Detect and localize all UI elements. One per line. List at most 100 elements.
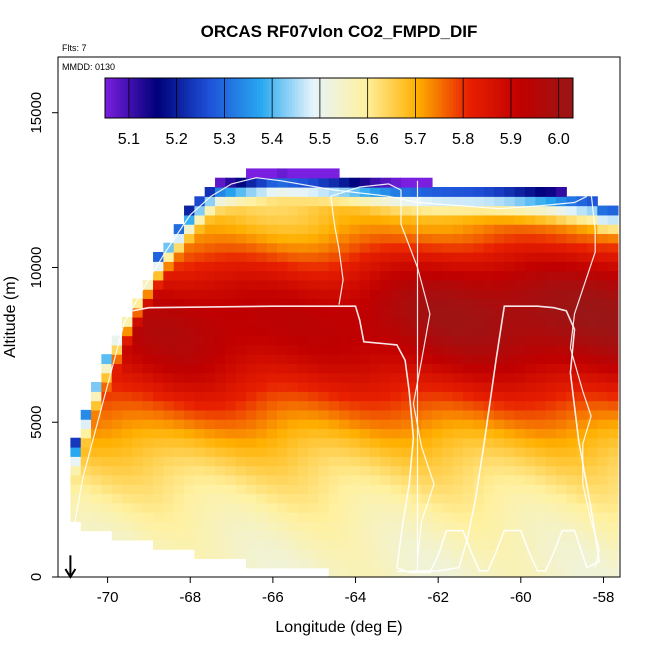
- field-cell: [504, 252, 516, 262]
- field-cell: [473, 456, 485, 467]
- field-cell: [215, 428, 226, 439]
- field-cell: [122, 530, 133, 541]
- field-cell: [308, 168, 319, 179]
- field-cell: [514, 493, 526, 504]
- field-cell: [184, 428, 195, 439]
- field-cell: [318, 409, 330, 420]
- colorbar-swatch: [125, 78, 129, 118]
- field-cell: [277, 521, 288, 532]
- field-cell: [153, 317, 164, 327]
- field-cell: [194, 298, 206, 309]
- field-cell: [287, 289, 299, 300]
- field-cell: [101, 363, 113, 374]
- field-cell: [359, 252, 371, 262]
- field-cell: [535, 307, 547, 318]
- field-cell: [504, 567, 516, 578]
- field-cell: [452, 335, 464, 346]
- field-cell: [442, 187, 454, 197]
- field-cell: [607, 326, 619, 337]
- field-cell: [204, 224, 216, 235]
- field-cell: [266, 233, 278, 244]
- field-cell: [535, 474, 547, 485]
- field-cell: [132, 372, 144, 383]
- field-cell: [473, 270, 485, 281]
- field-cell: [462, 317, 474, 327]
- field-cell: [442, 512, 454, 522]
- field-cell: [153, 437, 164, 448]
- field-cell: [390, 224, 402, 235]
- colorbar-swatch: [479, 78, 483, 118]
- field-cell: [111, 530, 123, 541]
- field-cell: [359, 465, 371, 476]
- field-cell: [576, 447, 588, 457]
- field-cell: [380, 391, 392, 402]
- field-cell: [607, 539, 619, 550]
- field-cell: [225, 382, 237, 392]
- field-cell: [390, 214, 402, 225]
- field-cell: [173, 363, 185, 374]
- field-cell: [204, 484, 216, 495]
- field-cell: [163, 502, 175, 513]
- field-cell: [277, 512, 288, 522]
- field-cell: [80, 493, 92, 504]
- field-cell: [400, 196, 412, 207]
- field-cell: [473, 214, 485, 225]
- field-cell: [400, 354, 412, 365]
- field-cell: [194, 382, 206, 392]
- field-cell: [111, 400, 123, 411]
- field-cell: [359, 391, 371, 402]
- field-cell: [359, 428, 371, 439]
- field-cell: [566, 428, 578, 439]
- colorbar-swatch: [295, 78, 299, 118]
- colorbar-swatch: [140, 78, 144, 118]
- field-cell: [607, 344, 619, 355]
- field-cell: [349, 289, 361, 300]
- field-cell: [483, 233, 495, 244]
- field-cell: [215, 326, 226, 337]
- colorbar-swatch: [336, 78, 340, 118]
- field-cell: [122, 456, 133, 467]
- colorbar-swatch: [134, 78, 138, 118]
- field-cell: [597, 270, 609, 281]
- field-cell: [277, 354, 288, 365]
- field-cell: [390, 493, 402, 504]
- colorbar-swatch: [189, 78, 194, 118]
- field-cell: [132, 391, 144, 402]
- field-cell: [493, 289, 505, 300]
- colorbar-swatch: [567, 78, 571, 118]
- field-cell: [153, 521, 164, 532]
- field-cell: [400, 344, 412, 355]
- field-cell: [339, 539, 350, 550]
- field-cell: [545, 317, 557, 327]
- field-cell: [163, 372, 175, 383]
- field-cell: [359, 530, 371, 541]
- field-cell: [163, 521, 175, 532]
- field-cell: [318, 372, 330, 383]
- field-cell: [545, 465, 557, 476]
- field-cell: [184, 419, 195, 430]
- colorbar-swatch: [268, 78, 273, 118]
- field-cell: [462, 502, 474, 513]
- field-cell: [431, 549, 443, 560]
- colorbar-swatch: [400, 78, 404, 118]
- field-cell: [246, 474, 257, 485]
- field-cell: [328, 307, 340, 318]
- field-cell: [287, 428, 299, 439]
- field-cell: [576, 307, 588, 318]
- field-cell: [483, 409, 495, 420]
- field-cell: [256, 428, 268, 439]
- field-cell: [204, 279, 216, 290]
- field-cell: [287, 530, 299, 541]
- field-cell: [493, 428, 505, 439]
- field-cell: [225, 437, 237, 448]
- field-cell: [235, 317, 247, 327]
- field-cell: [297, 187, 309, 197]
- field-cell: [411, 335, 423, 346]
- field-cell: [555, 428, 567, 439]
- field-cell: [390, 372, 402, 383]
- field-cell: [380, 428, 392, 439]
- field-cell: [328, 549, 340, 560]
- field-cell: [545, 335, 557, 346]
- field-cell: [597, 279, 609, 290]
- field-cell: [390, 270, 402, 281]
